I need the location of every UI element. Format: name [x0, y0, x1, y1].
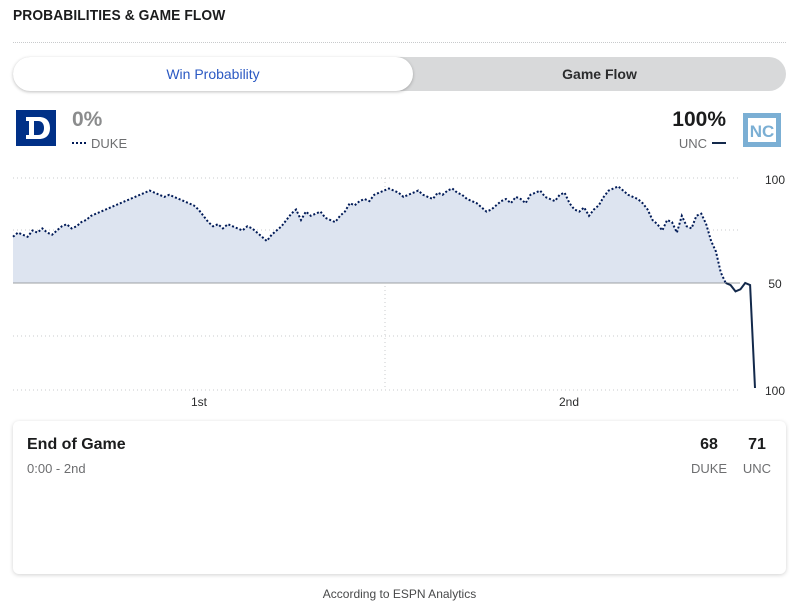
y-tick-label-0: 100: [765, 173, 785, 187]
unc-logo-icon: NC: [743, 113, 781, 147]
duke-area-fill: [13, 186, 726, 283]
duke-win-line: [12, 185, 727, 284]
duke-abbr: DUKE: [91, 136, 128, 151]
win-probability-chart: 100 50 100 1st 2nd: [12, 173, 785, 409]
game-status: End of Game: [27, 436, 126, 453]
game-clock: 0:00 - 2nd: [27, 461, 86, 476]
game-summary-card: End of Game 0:00 - 2nd 68 71 DUKE UNC: [13, 421, 786, 574]
tab-win-probability[interactable]: Win Probability: [13, 57, 413, 91]
duke-logo-icon: [16, 110, 56, 146]
unc-legend: UNC: [679, 136, 726, 151]
tab-game-flow[interactable]: Game Flow: [562, 66, 637, 82]
section-divider: [13, 42, 786, 43]
y-tick-label-2: 100: [765, 384, 785, 398]
unc-win-pct: 100%: [672, 108, 726, 131]
view-toggle: Win Probability Game Flow: [13, 57, 786, 91]
duke-legend: DUKE: [72, 136, 127, 151]
x-tick-label-0: 1st: [191, 395, 208, 409]
duke-score-label: DUKE: [690, 461, 728, 476]
unc-score-label: UNC: [742, 461, 772, 476]
analytics-footnote: According to ESPN Analytics: [322, 587, 477, 601]
svg-text:NC: NC: [750, 122, 775, 141]
x-tick-label-1: 2nd: [559, 395, 579, 409]
unc-win-line: [725, 281, 756, 389]
duke-win-pct: 0%: [72, 108, 103, 131]
unc-score: 71: [748, 436, 766, 453]
section-title: PROBABILITIES & GAME FLOW: [13, 7, 226, 24]
duke-line-key: [72, 142, 86, 145]
unc-line-key: [712, 142, 726, 145]
duke-score: 68: [700, 436, 718, 453]
unc-abbr: UNC: [678, 136, 707, 151]
y-tick-label-1: 50: [768, 277, 782, 291]
